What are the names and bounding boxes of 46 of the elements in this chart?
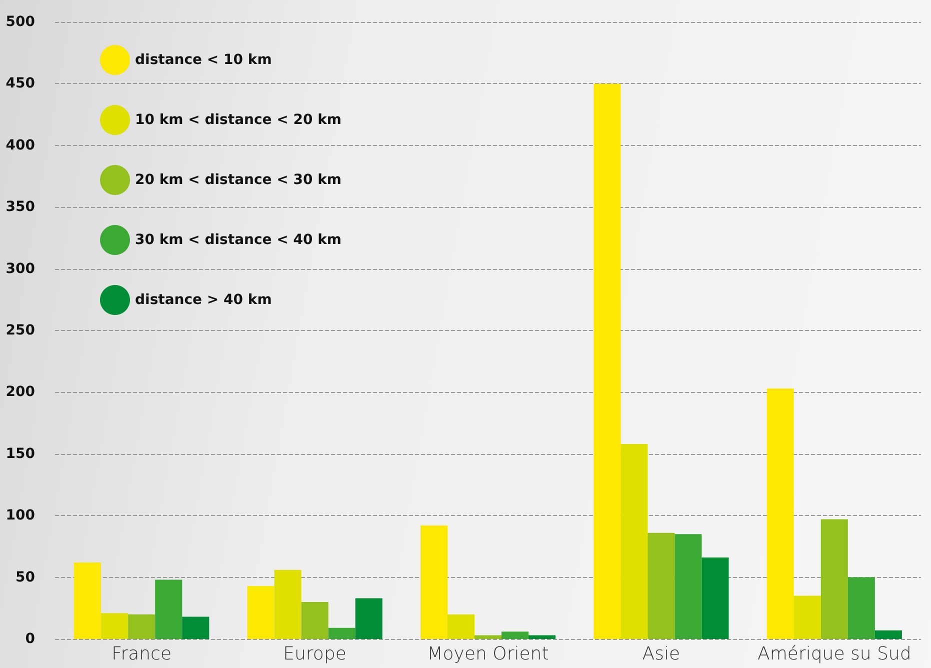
bar <box>794 596 821 639</box>
x-tick-label: Amérique su Sud <box>758 644 912 664</box>
bar <box>355 598 382 639</box>
bar <box>247 586 274 639</box>
y-tick-label: 300 <box>6 260 36 277</box>
bar <box>620 444 648 639</box>
y-tick-label: 200 <box>6 384 36 400</box>
bar <box>74 562 102 639</box>
bar <box>848 577 875 639</box>
y-tick-label: 400 <box>6 137 36 154</box>
bar <box>182 616 210 639</box>
y-tick-label: 150 <box>6 446 36 462</box>
legend-label: 20 km < distance < 30 km <box>135 172 342 188</box>
legend-label: distance < 10 km <box>135 52 272 68</box>
y-tick-label: 250 <box>6 322 36 338</box>
x-tick-label: Europe <box>283 644 346 664</box>
bar <box>128 614 156 639</box>
y-tick-label: 100 <box>6 508 36 524</box>
bar <box>328 628 356 639</box>
bar <box>674 534 702 639</box>
bar <box>447 614 474 639</box>
bar <box>820 519 848 639</box>
bar <box>301 602 328 639</box>
bar <box>420 525 448 639</box>
bar <box>594 84 621 639</box>
bar <box>648 532 675 639</box>
bar <box>528 635 556 639</box>
bar <box>155 580 182 639</box>
y-tick-label: 50 <box>16 569 36 586</box>
legend-label: 30 km < distance < 40 km <box>135 232 342 248</box>
legend-label: 10 km < distance < 20 km <box>135 112 342 128</box>
bar <box>874 630 902 639</box>
y-tick-label: 350 <box>6 199 36 216</box>
x-tick-label: France <box>112 644 172 664</box>
x-tick-label: Moyen Orient <box>427 644 549 664</box>
y-tick-label: 450 <box>6 76 36 92</box>
x-tick-label: Asie <box>642 644 680 664</box>
bar <box>474 635 502 639</box>
bar <box>702 558 729 639</box>
bar <box>274 570 302 639</box>
y-tick-label: 500 <box>6 14 36 30</box>
bar <box>502 632 529 639</box>
bar <box>766 388 794 639</box>
y-tick-label: 0 <box>25 631 36 647</box>
bar <box>101 613 128 639</box>
legend-label: distance > 40 km <box>135 292 272 308</box>
